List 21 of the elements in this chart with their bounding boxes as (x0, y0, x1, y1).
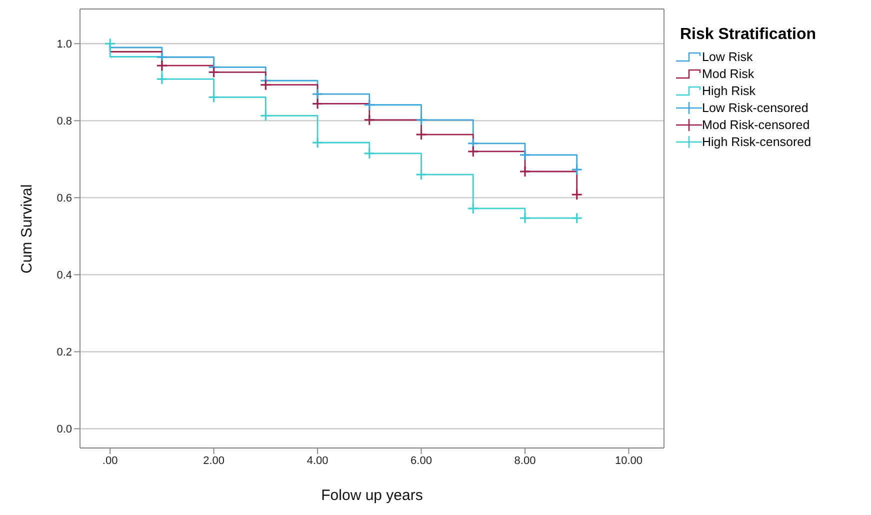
x-tick-label: .00 (102, 454, 118, 467)
legend-label: Mod Risk (702, 66, 754, 80)
y-tick-label: 0.2 (56, 346, 72, 359)
legend-label: Mod Risk-censored (702, 118, 810, 132)
x-tick-label: 4.00 (306, 454, 328, 467)
x-axis-title: Folow up years (321, 487, 423, 504)
x-tick-label: 2.00 (203, 454, 225, 467)
legend-label: Low Risk-censored (702, 100, 808, 114)
y-tick-label: 0.6 (56, 192, 72, 205)
y-tick-label: 0.0 (56, 424, 72, 436)
legend-label: Low Risk (702, 50, 753, 64)
x-tick-label: 8.00 (514, 454, 536, 467)
legend-label: High Risk (702, 84, 756, 98)
x-tick-label: 6.00 (410, 454, 432, 467)
y-tick-label: 0.8 (56, 116, 72, 128)
x-tick-label: 10.00 (614, 454, 642, 467)
y-axis-title: Cum Survival (18, 184, 36, 274)
legend-label: High Risk-censored (702, 134, 812, 148)
y-tick-label: 1.0 (56, 38, 72, 51)
y-tick-label: 0.4 (56, 270, 72, 282)
legend-title: Risk Stratification (680, 26, 816, 44)
